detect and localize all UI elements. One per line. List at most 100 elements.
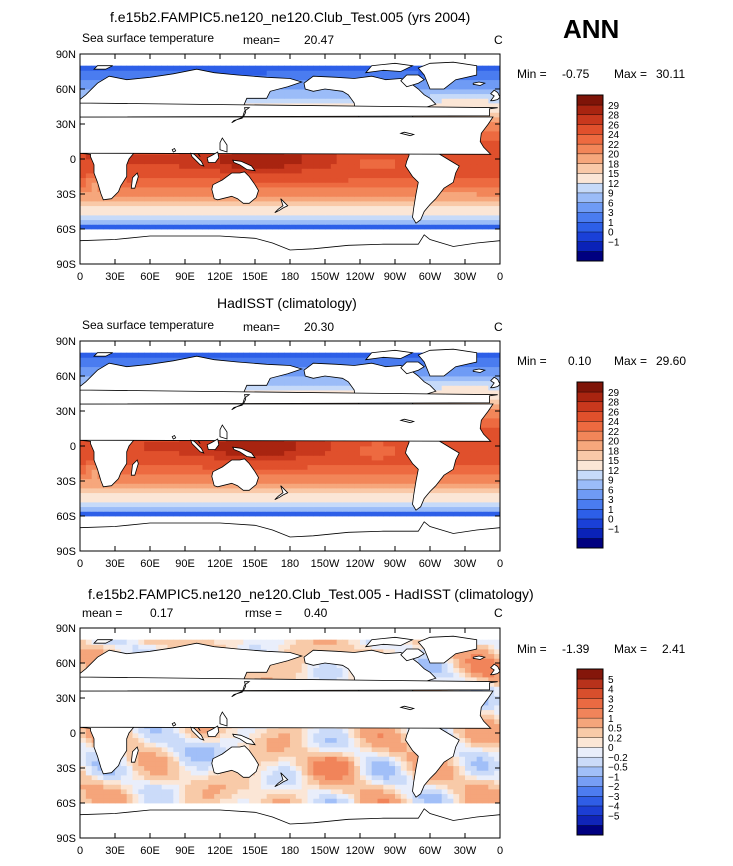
field-cell (494, 75, 500, 81)
field-cell (173, 224, 180, 230)
field-cell (365, 446, 373, 452)
field-cell (406, 201, 413, 207)
field-cell (389, 70, 396, 76)
field-cell (371, 474, 378, 480)
field-cell (80, 65, 87, 71)
field-cell (272, 215, 279, 221)
field-cell (395, 450, 402, 456)
field-cell (395, 154, 402, 160)
field-cell (488, 418, 495, 424)
field-cell (482, 380, 489, 386)
field-cell (120, 506, 128, 512)
field-cell (144, 450, 151, 456)
field-cell (272, 210, 279, 216)
field-cell (161, 474, 168, 480)
field-cell (278, 201, 285, 207)
field-cell (313, 98, 320, 104)
field-cell (255, 446, 262, 452)
field-cell (255, 460, 262, 466)
colorbar-label: 3 (608, 208, 614, 219)
colorbar-label: 29 (608, 101, 620, 112)
field-cell (465, 385, 472, 391)
field-cell (482, 376, 489, 382)
field-cell (278, 497, 285, 503)
field-cell (290, 215, 297, 221)
field-cell (377, 219, 384, 225)
field-cell (354, 154, 361, 160)
field-cell (290, 441, 297, 447)
field-cell (132, 205, 139, 211)
field-cell (447, 469, 454, 475)
field-cell (336, 474, 343, 480)
field-cell (109, 492, 116, 498)
field-cell (214, 464, 221, 470)
field-cell (435, 98, 443, 104)
field-cell (360, 70, 367, 76)
field-cell (488, 441, 495, 447)
field-cell (179, 196, 186, 202)
field-cell (249, 455, 256, 461)
field-cell (330, 163, 338, 169)
field-cell (179, 173, 186, 179)
field-cell (348, 154, 355, 160)
field-cell (488, 408, 495, 414)
field-cell (179, 187, 186, 193)
field-cell (453, 478, 460, 484)
field-cell (400, 159, 408, 165)
field-cell (185, 168, 192, 174)
field-cell (435, 210, 443, 216)
field-cell (190, 478, 198, 484)
field-cell (138, 182, 145, 188)
field-cell (91, 182, 98, 188)
colorbar-swatch (576, 202, 604, 213)
panel1-max-label: Max = (614, 67, 648, 81)
field-cell (459, 366, 466, 372)
field-cell (459, 159, 466, 165)
field-cell (208, 177, 215, 183)
field-cell (179, 446, 186, 452)
field-cell (266, 210, 273, 216)
field-cell (377, 446, 384, 452)
field-cell (307, 506, 314, 512)
field-cell (290, 478, 297, 484)
field-cell (115, 65, 122, 71)
field-cell (190, 483, 198, 489)
field-cell (476, 196, 483, 202)
field-cell (295, 385, 303, 391)
field-cell (155, 502, 163, 508)
field-cell (488, 140, 495, 146)
field-cell (132, 474, 139, 480)
field-cell (348, 187, 355, 193)
panel2-min-label: Min = (517, 354, 547, 368)
field-cell (179, 177, 186, 183)
field-cell (144, 460, 151, 466)
field-cell (266, 460, 273, 466)
x-tick-label: 0 (77, 271, 83, 283)
field-cell (319, 173, 326, 179)
field-cell (85, 70, 93, 76)
field-cell (138, 224, 145, 230)
field-cell (249, 70, 256, 76)
field-cell (395, 464, 402, 470)
field-cell (109, 65, 116, 71)
field-cell (365, 474, 373, 480)
field-cell (301, 191, 308, 197)
field-cell (354, 215, 361, 221)
field-cell (249, 205, 256, 211)
field-cell (325, 65, 332, 71)
field-cell (249, 385, 256, 391)
field-cell (330, 450, 338, 456)
field-cell (85, 205, 93, 211)
field-cell (465, 478, 472, 484)
field-cell (272, 469, 279, 475)
field-cell (354, 460, 361, 466)
field-cell (284, 159, 291, 165)
field-cell (214, 173, 221, 179)
field-cell (225, 201, 233, 207)
field-cell (319, 93, 326, 99)
field-cell (330, 474, 338, 480)
field-cell (459, 371, 466, 377)
field-cell (336, 478, 343, 484)
field-cell (319, 98, 326, 104)
